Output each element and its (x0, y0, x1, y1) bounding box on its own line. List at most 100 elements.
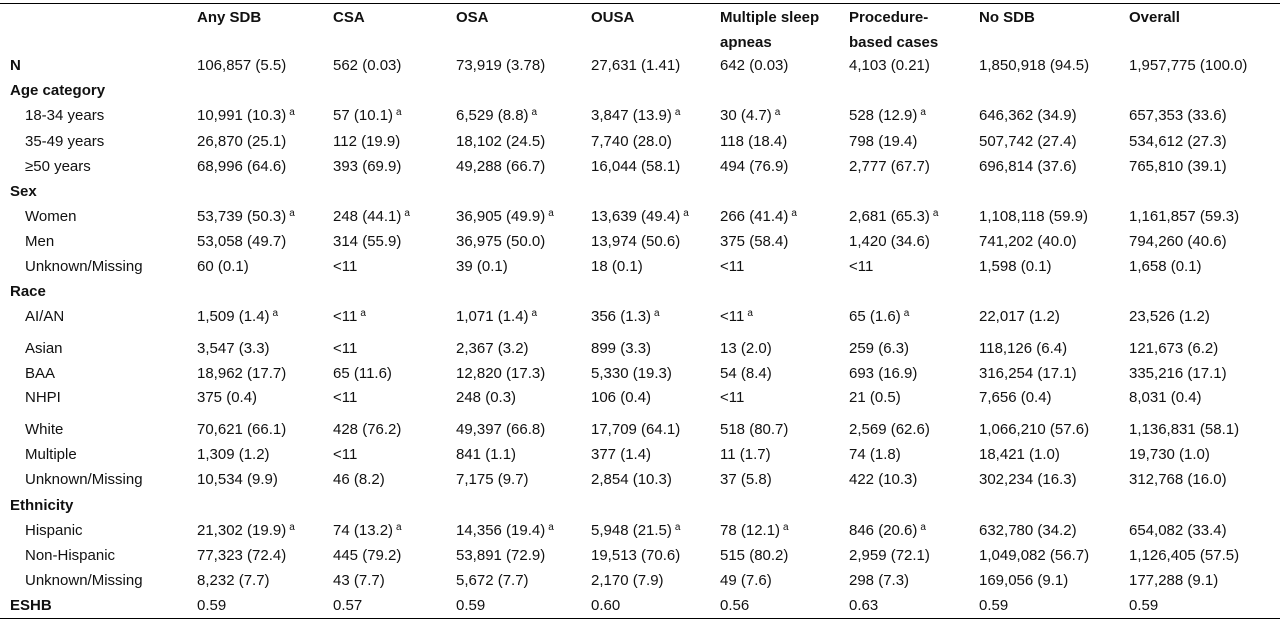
table-row: AI/AN 1,509 (1.4) a <11 a 1,071 (1.4) a 356 (1.… (0, 305, 1280, 329)
table-cell: 494 (76.9) (720, 155, 788, 179)
table-cell: 2,959 (72.1) (849, 544, 930, 568)
cell-value: 49,397 (66.8) (456, 421, 546, 438)
significance-marker: a (654, 308, 660, 319)
cell-value: 118,126 (6.4) (979, 340, 1068, 357)
table-cell: 642 (0.03) (720, 54, 788, 78)
column-header-continued: apneas (720, 34, 772, 51)
table-cell: <11 (720, 386, 744, 410)
table-row: Asian 3,547 (3.3) <11 2,367 (3.2) 899 (3.3) 1… (0, 337, 1280, 361)
table-cell: 0.59 (456, 594, 485, 618)
table-cell: 23,526 (1.2) (1129, 305, 1210, 329)
table-cell: 106,857 (5.5) (197, 54, 286, 78)
significance-marker: a (548, 522, 554, 533)
cell-value: 899 (3.3) (591, 340, 652, 357)
cell-value: 312,768 (16.0) (1129, 471, 1227, 488)
cell-value: 1,420 (34.6) (849, 233, 930, 250)
cell-value: 1,108,118 (59.9) (979, 208, 1088, 225)
table-cell: 18,421 (1.0) (979, 443, 1060, 467)
table-cell: 632,780 (34.2) (979, 519, 1077, 543)
cell-value: 428 (76.2) (333, 421, 402, 438)
cell-value: 53,891 (72.9) (456, 547, 546, 564)
cell-value: 2,170 (7.9) (591, 572, 664, 589)
cell-value: 1,309 (1.2) (197, 446, 270, 463)
table-cell: 248 (44.1) a (333, 205, 410, 229)
significance-marker: a (791, 208, 797, 219)
significance-marker: a (783, 522, 789, 533)
table-cell: <11 (333, 443, 357, 467)
cell-value: 2,569 (62.6) (849, 421, 930, 438)
table-cell: 68,996 (64.6) (197, 155, 286, 179)
table-cell: 393 (69.9) (333, 155, 401, 179)
table-cell: 259 (6.3) (849, 337, 909, 361)
table-cell: 2,681 (65.3) a (849, 205, 938, 229)
table-row: ≥50 years 68,996 (64.6) 393 (69.9) 49,288 (… (0, 155, 1280, 179)
table-cell: 0.59 (197, 594, 226, 618)
table-cell: 6,529 (8.8) a (456, 104, 537, 128)
cell-value: 49 (7.6) (720, 572, 772, 589)
cell-value: 657,353 (33.6) (1129, 107, 1227, 124)
table-cell: 169,056 (9.1) (979, 569, 1068, 593)
table-cell: 57 (10.1) a (333, 104, 402, 128)
table-cell: 422 (10.3) (849, 468, 917, 492)
cell-value: 74 (1.8) (849, 446, 901, 463)
cell-value: 0.63 (849, 597, 879, 614)
table-cell: 3,547 (3.3) (197, 337, 270, 361)
cell-value: 266 (41.4) (720, 208, 789, 225)
row-label: Women (25, 208, 77, 225)
row-label: Unknown/Missing (25, 258, 143, 275)
cell-value: 377 (1.4) (591, 446, 652, 463)
significance-marker: a (932, 208, 939, 219)
cell-value: 422 (10.3) (849, 471, 918, 488)
cell-value: 2,681 (65.3) (849, 208, 930, 225)
section-row: Age category (0, 79, 1280, 103)
cell-value: 0.59 (456, 597, 486, 614)
column-header: OSA (456, 9, 489, 26)
table-row: NHPI 375 (0.4) <11 248 (0.3) 106 (0.4) <11 21 … (0, 386, 1280, 410)
significance-marker: a (360, 308, 366, 319)
row-label: 35-49 years (25, 133, 105, 150)
cell-value: 335,216 (17.1) (1129, 365, 1227, 382)
cell-value: 37 (5.8) (720, 471, 772, 488)
table-cell: 741,202 (40.0) (979, 230, 1077, 254)
table-cell: <11 (333, 255, 357, 279)
cell-value: 1,049,082 (56.7) (979, 547, 1090, 564)
row-label: 18-34 years (25, 107, 105, 124)
table-cell: 43 (7.7) (333, 569, 385, 593)
table-cell: 49,288 (66.7) (456, 155, 545, 179)
table-cell: 1,509 (1.4) a (197, 305, 278, 329)
section-row: Race (0, 280, 1280, 304)
table-cell: 10,991 (10.3) a (197, 104, 295, 128)
table-cell: 53,058 (49.7) (197, 230, 286, 254)
table-cell: 765,810 (39.1) (1129, 155, 1227, 179)
table-cell: 356 (1.3) a (591, 305, 660, 329)
cell-value: 375 (0.4) (197, 389, 258, 406)
cell-value: 562 (0.03) (333, 57, 402, 74)
table-cell: 46 (8.2) (333, 468, 385, 492)
table-row: Hispanic 21,302 (19.9) a 74 (13.2) a 14,356 (… (0, 519, 1280, 543)
cell-value: 106 (0.4) (591, 389, 652, 406)
cell-value: 4,103 (0.21) (849, 57, 930, 74)
cell-value: 19,513 (70.6) (591, 547, 681, 564)
cell-value: 21 (0.5) (849, 389, 901, 406)
table-row: BAA 18,962 (17.7) 65 (11.6) 12,820 (17.3) 5,… (0, 362, 1280, 386)
table-cell: 7,175 (9.7) (456, 468, 529, 492)
row-label: Ethnicity (10, 497, 74, 514)
column-header: No SDB (979, 9, 1035, 26)
table-cell: 515 (80.2) (720, 544, 788, 568)
table-cell: 177,288 (9.1) (1129, 569, 1218, 593)
cell-value: 0.59 (979, 597, 1009, 614)
significance-marker: a (903, 308, 910, 319)
table-row: Multiple 1,309 (1.2) <11 841 (1.1) 377 (1.4)… (0, 443, 1280, 467)
table-cell: 534,612 (27.3) (1129, 130, 1227, 154)
section-row: Ethnicity (0, 494, 1280, 518)
table-cell: 49 (7.6) (720, 569, 772, 593)
table-cell: 8,232 (7.7) (197, 569, 270, 593)
column-header: OUSA (591, 9, 635, 26)
cell-value: 27,631 (1.41) (591, 57, 681, 74)
table-cell: 27,631 (1.41) (591, 54, 680, 78)
table-cell: 562 (0.03) (333, 54, 401, 78)
row-label: White (25, 421, 64, 438)
table-cell: 314 (55.9) (333, 230, 401, 254)
cell-value: <11 (333, 446, 358, 463)
table-cell: 841 (1.1) (456, 443, 516, 467)
